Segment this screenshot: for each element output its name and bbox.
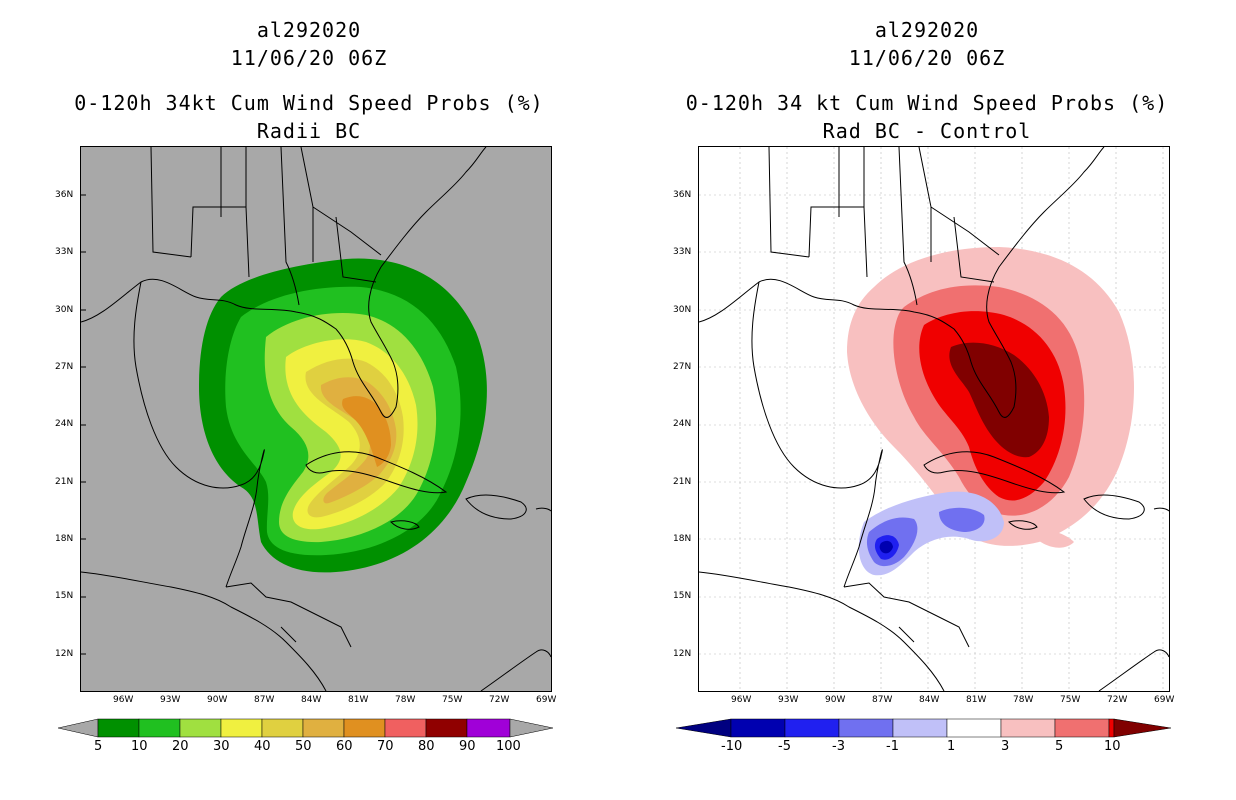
colorbar-label: 10	[131, 739, 148, 754]
colorbar-label: 40	[254, 739, 271, 754]
lon-label: 72W	[489, 695, 510, 705]
colorbar	[58, 718, 554, 738]
colorbar-label: 70	[377, 739, 394, 754]
colorbar-label: 3	[1001, 739, 1010, 754]
lon-label: 87W	[872, 695, 893, 705]
colorbar-label: 1	[947, 739, 956, 754]
colorbar-label: -3	[832, 739, 845, 754]
lon-label: 93W	[778, 695, 799, 705]
lon-label: 69W	[1154, 695, 1175, 705]
lat-label: 18N	[55, 534, 74, 544]
lat-label: 30N	[673, 305, 692, 315]
lat-label: 21N	[55, 477, 74, 487]
lat-label: 12N	[673, 649, 692, 659]
axis-ticks	[81, 194, 86, 655]
colorbar-label: 100	[496, 739, 521, 754]
colorbar-label: -1	[886, 739, 899, 754]
colorbar-label: 20	[172, 739, 189, 754]
lon-label: 78W	[395, 695, 416, 705]
lat-label: 36N	[55, 190, 74, 200]
lat-label: 30N	[55, 305, 74, 315]
colorbar-label: -5	[778, 739, 791, 754]
right-panel: al292020 11/06/20 06Z 0-120h 34 kt Cum W…	[618, 0, 1236, 800]
wind-prob-contours	[199, 258, 487, 573]
lat-label: 18N	[673, 534, 692, 544]
positive-difference	[847, 247, 1134, 548]
colorbar-label: 90	[459, 739, 476, 754]
lat-label: 27N	[673, 362, 692, 372]
lat-label: 33N	[673, 247, 692, 257]
product-subtitle: Rad BC - Control	[822, 119, 1032, 143]
lon-label: 90W	[207, 695, 228, 705]
lat-label: 33N	[55, 247, 74, 257]
colorbar-label: 80	[418, 739, 435, 754]
lat-label: 24N	[55, 419, 74, 429]
lon-label: 96W	[731, 695, 752, 705]
negative-difference	[858, 491, 1004, 576]
colorbar-label: 60	[336, 739, 353, 754]
lat-label: 24N	[673, 419, 692, 429]
lat-label: 36N	[673, 190, 692, 200]
colorbar	[676, 718, 1172, 738]
lat-label: 27N	[55, 362, 74, 372]
storm-id: al292020	[874, 18, 980, 42]
colorbar-label: 30	[213, 739, 230, 754]
lon-label: 69W	[536, 695, 557, 705]
lon-label: 93W	[160, 695, 181, 705]
colorbar-label: 10	[1104, 739, 1121, 754]
lon-label: 87W	[254, 695, 275, 705]
lon-label: 72W	[1107, 695, 1128, 705]
lon-label: 96W	[113, 695, 134, 705]
lat-label: 15N	[673, 591, 692, 601]
probability-map	[80, 146, 552, 692]
colorbar-label: 5	[1055, 739, 1064, 754]
coastlines	[81, 147, 551, 691]
lon-label: 81W	[966, 695, 987, 705]
product-title: 0-120h 34 kt Cum Wind Speed Probs (%)	[685, 91, 1169, 115]
valid-time: 11/06/20 06Z	[848, 46, 1006, 70]
storm-id: al292020	[256, 18, 362, 42]
difference-map	[698, 146, 1170, 692]
product-subtitle: Radii BC	[256, 119, 362, 143]
lon-label: 90W	[825, 695, 846, 705]
lon-label: 81W	[348, 695, 369, 705]
lat-label: 15N	[55, 591, 74, 601]
lat-label: 21N	[673, 477, 692, 487]
lon-label: 75W	[442, 695, 463, 705]
colorbar-label: 50	[295, 739, 312, 754]
lat-label: 12N	[55, 649, 74, 659]
lon-label: 84W	[919, 695, 940, 705]
coastlines	[699, 147, 1169, 691]
product-title: 0-120h 34kt Cum Wind Speed Probs (%)	[74, 91, 544, 115]
valid-time: 11/06/20 06Z	[230, 46, 388, 70]
colorbar-label: 5	[94, 739, 103, 754]
lon-label: 78W	[1013, 695, 1034, 705]
left-panel: al292020 11/06/20 06Z 0-120h 34kt Cum Wi…	[55, 18, 557, 754]
colorbar-label: -10	[721, 739, 743, 754]
lon-label: 84W	[301, 695, 322, 705]
lon-label: 75W	[1060, 695, 1081, 705]
